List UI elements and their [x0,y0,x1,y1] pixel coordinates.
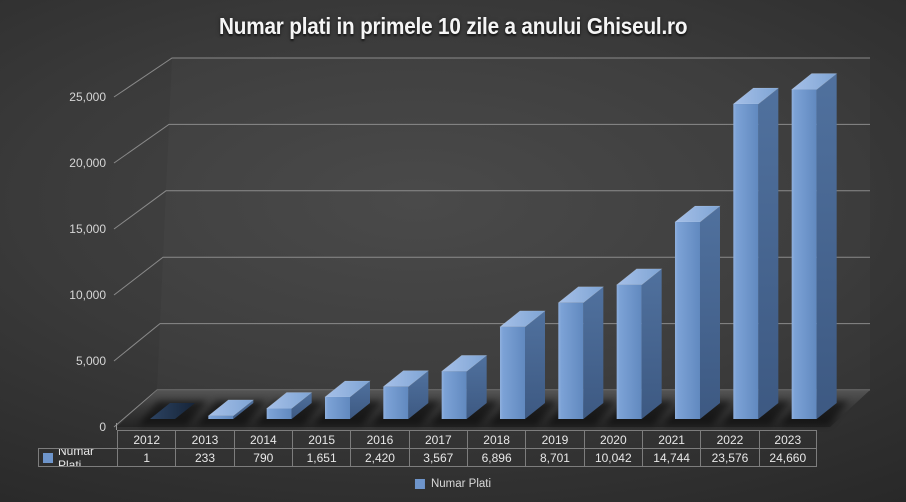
bar-side-face [699,206,720,419]
bar-side-face [349,380,370,419]
y-axis-label-0: 0 [99,420,106,434]
table-value-2012: 1 [117,448,176,467]
gridline-15000 [113,190,870,230]
table-year-2016: 2016 [350,430,409,448]
bar-side-face [466,355,487,419]
legend-label: Numar Plati [430,478,492,490]
table-year-2023: 2023 [758,430,817,448]
table-value-2022: 23,576 [700,448,759,467]
table-year-2013: 2013 [175,430,234,448]
bar-side-face [233,399,254,419]
bar-2015 [324,380,371,419]
bar-side-face [291,392,312,419]
bar-side-face [583,286,604,419]
table-value-2020: 10,042 [583,448,642,467]
bar-front-face [324,396,350,419]
bar-2023 [790,73,838,420]
bar-front-face [674,222,700,419]
y-axis-label-15000: 15,000 [69,222,106,236]
series-name: Numar Plati [58,448,95,467]
table-value-2015: 1,651 [291,448,351,467]
bar-2014 [265,392,313,419]
bar-front-face [208,415,234,419]
y-axis-label-10000: 10,000 [69,288,106,302]
bar-side-face [816,73,837,420]
bar-top-face [150,403,195,419]
gridlines [113,57,870,428]
chart-title-text: Numar plati in primele 10 zile a anului … [218,13,688,39]
bar-side-face [641,268,662,419]
bar-front-face [383,386,409,419]
table-year-2022: 2022 [700,430,759,448]
table-year-2020: 2020 [583,430,642,448]
data-table: 2012 2013 2014 2015 2016 2017 2018 2019 2020 2021… [38,430,817,467]
table-value-2018: 6,896 [466,448,526,467]
table-year-2014: 2014 [233,430,292,448]
gridline-25000 [113,57,870,98]
table-value-2014: 790 [233,448,292,467]
table-year-2012: 2012 [117,430,176,448]
table-year-2021: 2021 [641,430,701,448]
table-value-2017: 3,567 [408,448,467,467]
bar-2017 [440,355,488,419]
y-axis-label-5000: 5,000 [76,354,106,368]
table-year-2015: 2015 [291,430,351,448]
table-row-header: Numar Plati [38,448,117,467]
bar-2016 [382,370,430,419]
table-value-2021: 14,744 [641,448,701,467]
bar-2022 [732,87,780,419]
bar-2012 [150,403,195,419]
bar-2020 [615,268,663,419]
bar-2018 [499,310,546,419]
table-value-2023: 24,660 [758,448,817,467]
bar-front-face [499,326,525,419]
y-axis-label-25000: 25,000 [69,90,106,104]
bar-2013 [207,399,255,419]
table-year-2017: 2017 [408,430,467,448]
gridline-20000 [113,123,870,164]
bar-side-face [758,88,779,419]
table-value-2019: 8,701 [525,448,584,467]
gridline-10000 [113,256,870,296]
bar-side-face [408,370,429,419]
table-corner-cell [38,430,117,448]
series-swatch-icon [43,452,53,463]
y-axis-label-20000: 20,000 [69,156,106,170]
legend: Numar Plati [414,478,492,490]
table-year-2019: 2019 [525,430,584,448]
bar-front-face [266,408,292,419]
table-value-2013: 233 [175,448,234,467]
bar-front-face [616,284,642,419]
chart-title: Numar plati in primele 10 zile a anului … [0,13,906,39]
bar-front-face [441,371,467,419]
bars [150,73,838,420]
bar-front-face [558,302,584,419]
bar-2019 [557,286,605,419]
y-axis-labels: 0 5,000 10,000 15,000 20,000 25,000 [69,90,106,434]
bar-side-face [524,310,545,419]
bar-2021 [674,205,721,419]
bar-front-face [733,104,759,419]
table-year-2018: 2018 [466,430,526,448]
table-value-2016: 2,420 [350,448,409,467]
legend-swatch-icon [414,479,425,489]
bar-front-face [791,89,817,420]
